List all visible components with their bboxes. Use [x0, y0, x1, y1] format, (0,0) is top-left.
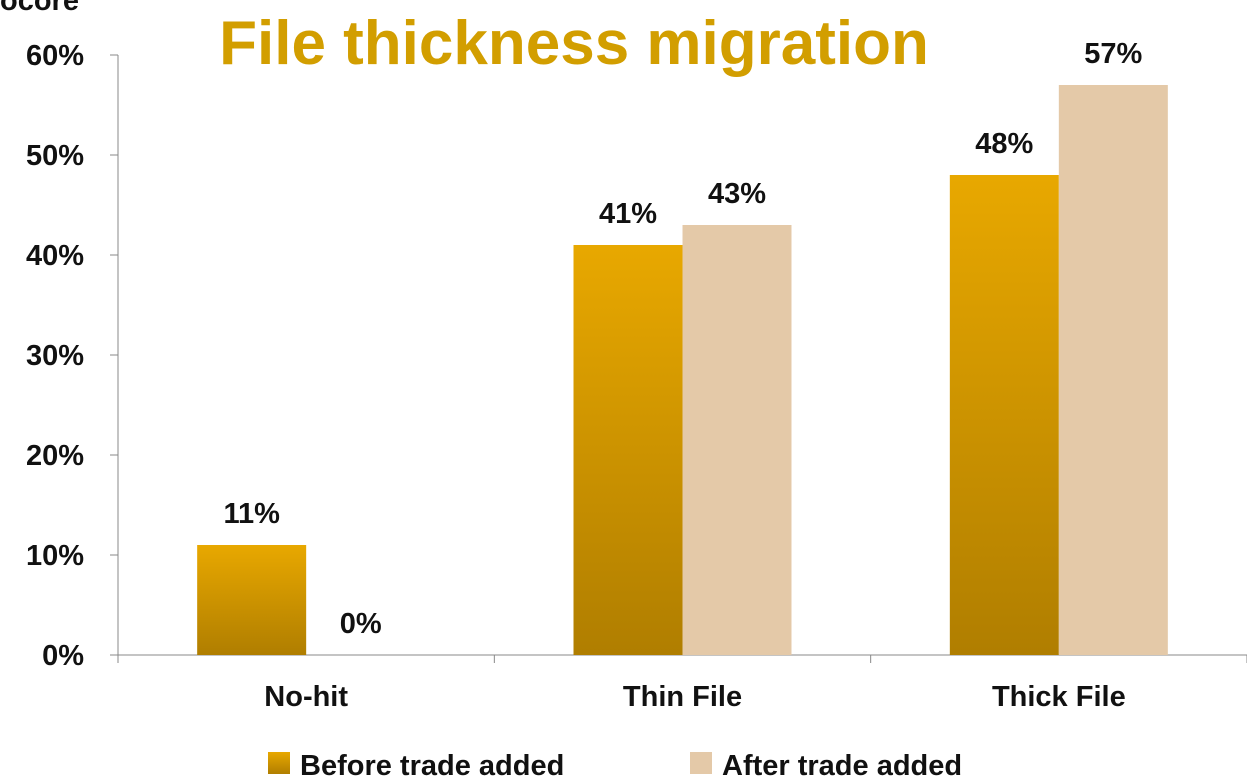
legend-label: Before trade added — [300, 750, 564, 778]
y-axis: 0% 10% 20% 30% 40% 50% 60% — [26, 40, 119, 672]
bar-before — [573, 245, 683, 655]
data-label: 48% — [975, 128, 1033, 160]
x-axis: No-hit Thin File Thick File — [117, 654, 1247, 713]
x-category-label: Thick File — [992, 681, 1126, 713]
data-label: 57% — [1084, 38, 1142, 70]
y-tick-label: 40% — [26, 240, 84, 272]
bar-after — [1058, 85, 1168, 655]
y-tick-label: 0% — [42, 640, 84, 672]
legend-label: After trade added — [722, 750, 962, 778]
y-tick-label: 60% — [26, 40, 84, 72]
bar-before — [197, 545, 307, 655]
data-label: 11% — [223, 498, 280, 530]
y-tick-label: 50% — [26, 140, 84, 172]
bar-before — [949, 175, 1059, 655]
x-category-label: Thin File — [623, 681, 742, 713]
clipped-top-text: ocore — [0, 0, 79, 17]
legend: Before trade added After trade added — [268, 750, 962, 778]
legend-swatch — [268, 752, 290, 774]
x-category-label: No-hit — [264, 681, 348, 713]
data-label: 41% — [599, 198, 657, 230]
data-label: 0% — [340, 608, 382, 640]
y-tick-label: 30% — [26, 340, 84, 372]
bar-after — [682, 225, 792, 655]
legend-swatch — [690, 752, 712, 774]
y-tick-label: 10% — [26, 540, 84, 572]
y-tick-label: 20% — [26, 440, 84, 472]
bars: 11% 41% 48% 0% 43% 57% — [197, 38, 1168, 655]
chart-title: File thickness migration — [219, 9, 929, 78]
data-label: 43% — [708, 178, 766, 210]
